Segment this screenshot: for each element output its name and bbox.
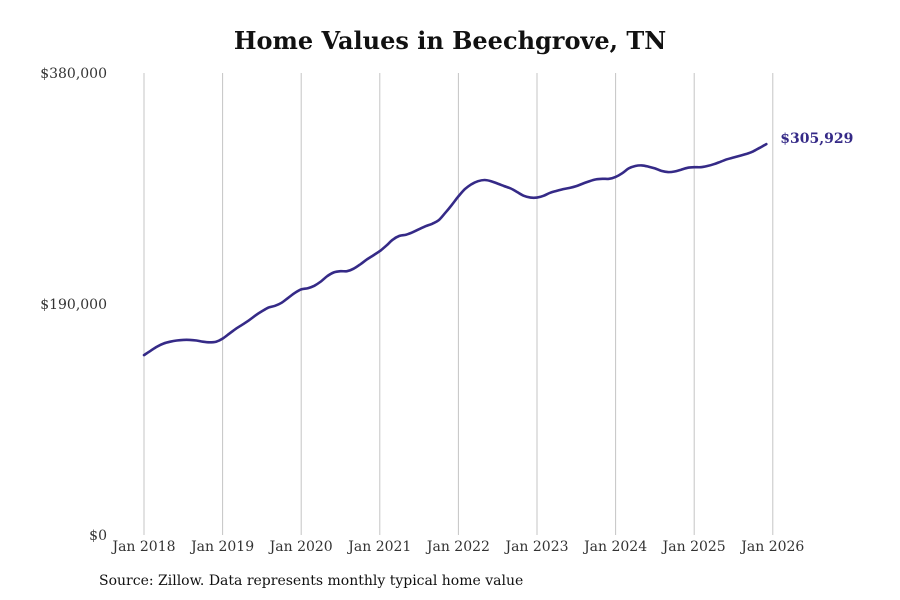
y-tick-label: $380,000 [40, 66, 107, 82]
end-value-label: $305,929 [780, 131, 853, 147]
x-axis-ticks: Jan 2018 Jan 2019 Jan 2020 Jan 2021 Jan 2022… [110, 539, 804, 555]
x-tick-label: Jan 2023 [503, 539, 568, 555]
x-tick-label: Jan 2019 [189, 539, 254, 555]
x-tick-label: Jan 2020 [268, 539, 333, 555]
x-tick-label: Jan 2022 [425, 539, 490, 555]
series-line-home-value [142, 142, 768, 357]
y-tick-label: $0 [89, 528, 107, 544]
y-axis-ticks: $0 $190,000 $380,000 [40, 66, 107, 544]
x-tick-label: Jan 2024 [582, 539, 647, 555]
x-tick-label: Jan 2025 [661, 539, 726, 555]
grid-lines [143, 73, 774, 535]
y-tick-label: $190,000 [40, 297, 107, 313]
x-tick-label: Jan 2026 [739, 539, 804, 555]
chart-title: Home Values in Beechgrove, TN [233, 26, 667, 55]
x-tick-label: Jan 2021 [346, 539, 411, 555]
x-tick-label: Jan 2018 [110, 539, 175, 555]
source-note: Source: Zillow. Data represents monthly … [99, 573, 524, 589]
